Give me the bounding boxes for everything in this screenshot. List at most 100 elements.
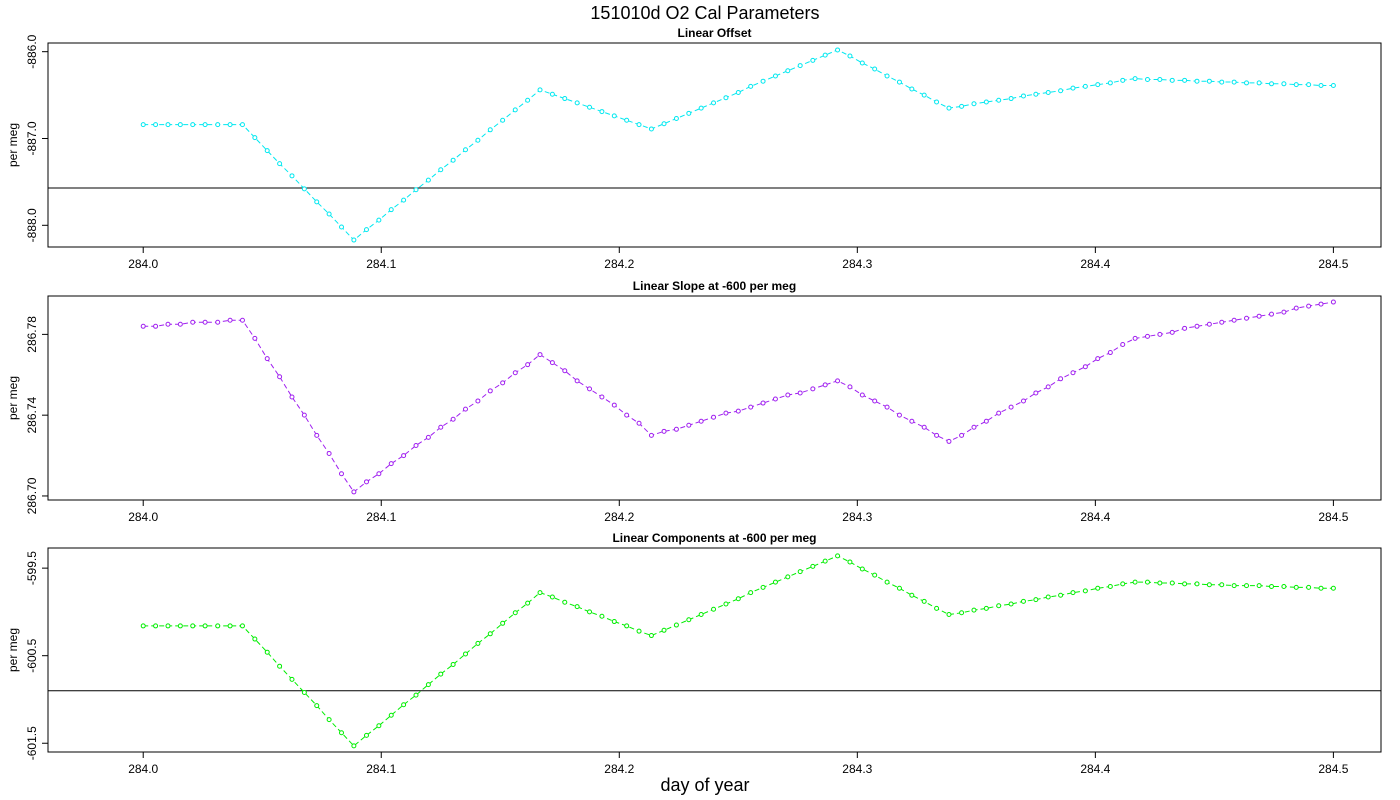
data-point: [847, 559, 853, 565]
data-point: [1182, 581, 1188, 587]
data-point: [983, 418, 989, 424]
data-point: [934, 99, 940, 105]
data-point: [996, 97, 1002, 103]
data-point: [338, 224, 344, 230]
data-point: [562, 599, 568, 605]
data-point: [1020, 598, 1026, 604]
data-point: [959, 103, 965, 109]
data-point: [896, 585, 902, 591]
data-point: [1082, 588, 1088, 594]
data-point: [215, 623, 221, 629]
data-point: [1033, 597, 1039, 603]
data-point: [277, 374, 283, 380]
data-point: [835, 553, 841, 559]
data-point: [859, 392, 865, 398]
data-point: [289, 394, 295, 400]
data-point: [1206, 78, 1212, 84]
data-point: [909, 592, 915, 598]
data-point: [562, 96, 568, 102]
data-point: [227, 317, 233, 323]
data-point: [1120, 77, 1126, 83]
data-point: [884, 579, 890, 585]
x-tick-label: 284.4: [1080, 510, 1110, 524]
data-point: [1306, 584, 1312, 590]
y-tick-label: -888.0: [25, 208, 39, 242]
data-point: [946, 438, 952, 444]
data-point: [425, 682, 431, 688]
data-point: [636, 628, 642, 634]
data-point: [996, 603, 1002, 609]
data-point: [587, 386, 593, 392]
data-point: [735, 408, 741, 414]
x-tick-label: 284.1: [366, 762, 396, 776]
data-point: [463, 147, 469, 153]
data-point: [896, 412, 902, 418]
data-point: [896, 79, 902, 85]
data-point: [1219, 319, 1225, 325]
data-point: [1033, 390, 1039, 396]
data-point: [1095, 82, 1101, 88]
data-point: [934, 605, 940, 611]
y-tick-label: -886.0: [25, 34, 39, 68]
data-point: [425, 177, 431, 183]
y-tick-label: -600.5: [25, 638, 39, 672]
data-point: [1330, 585, 1336, 591]
data-point: [215, 122, 221, 128]
data-point: [1281, 81, 1287, 87]
data-point: [599, 109, 605, 115]
data-point: [1045, 384, 1051, 390]
y-axis-label: per meg: [6, 628, 20, 672]
data-point: [1256, 583, 1262, 589]
data-point: [239, 317, 245, 323]
data-point: [1306, 82, 1312, 88]
data-point: [686, 110, 692, 116]
data-point: [624, 412, 630, 418]
x-tick-label: 284.5: [1318, 762, 1348, 776]
data-point: [1020, 398, 1026, 404]
y-tick-label: 286.78: [25, 316, 39, 353]
data-point: [859, 566, 865, 572]
data-point: [177, 122, 183, 128]
data-point: [1219, 582, 1225, 588]
data-point: [1293, 584, 1299, 590]
data-point: [227, 623, 233, 629]
data-point: [525, 600, 531, 606]
data-point: [835, 47, 841, 53]
data-point: [177, 623, 183, 629]
data-point: [996, 410, 1002, 416]
plot-frame: [47, 295, 1382, 501]
data-point: [277, 161, 283, 167]
data-point: [822, 52, 828, 58]
data-point: [624, 117, 630, 123]
data-point: [202, 623, 208, 629]
data-point: [1144, 579, 1150, 585]
data-point: [463, 651, 469, 657]
data-point: [438, 167, 444, 173]
data-point: [1157, 580, 1163, 586]
data-point: [264, 148, 270, 154]
data-point: [760, 584, 766, 590]
data-point: [1144, 76, 1150, 82]
data-point: [1330, 299, 1336, 305]
data-point: [376, 471, 382, 477]
data-point: [599, 613, 605, 619]
data-point: [884, 73, 890, 79]
data-point: [549, 360, 555, 366]
data-point: [1269, 81, 1275, 87]
data-point: [289, 676, 295, 682]
data-point: [562, 368, 568, 374]
data-point: [760, 78, 766, 84]
data-point: [351, 743, 357, 749]
data-point: [252, 636, 258, 642]
data-point: [698, 105, 704, 111]
data-point: [1070, 370, 1076, 376]
data-point: [376, 723, 382, 729]
data-point: [1293, 82, 1299, 88]
data-point: [673, 426, 679, 432]
data-point: [611, 113, 617, 119]
data-point: [1219, 79, 1225, 85]
data-point: [326, 717, 332, 723]
data-point: [239, 122, 245, 128]
data-point: [239, 623, 245, 629]
